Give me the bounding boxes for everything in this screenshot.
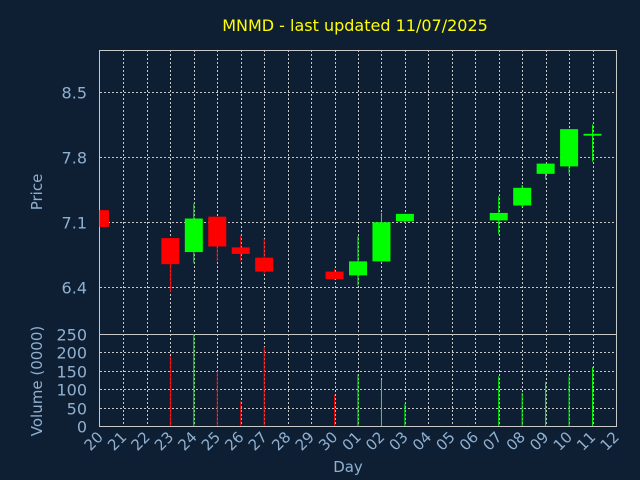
x-tick-label: 10 (550, 428, 576, 454)
candle-body (583, 133, 602, 136)
candle-body (255, 257, 274, 272)
candle-body (325, 271, 344, 280)
candle-body (536, 163, 555, 174)
candle-body (513, 187, 532, 206)
x-tick-labels: 2021222324252627282930010203040506070809… (81, 428, 623, 454)
x-tick-label: 05 (432, 428, 458, 454)
x-tick-label: 06 (456, 428, 482, 454)
candle (255, 239, 274, 274)
volume-tick-label: 0 (77, 418, 87, 437)
candle (231, 235, 250, 262)
volume-tick-label: 250 (56, 326, 87, 345)
price-tick-label: 8.5 (62, 84, 87, 103)
candle-body (208, 216, 227, 247)
volume-tick-label: 50 (67, 400, 87, 419)
candle-body (349, 261, 367, 276)
candle-body (395, 213, 414, 222)
x-tick-label: 01 (339, 428, 365, 454)
candle (583, 124, 602, 162)
candle (395, 213, 414, 223)
volume-tick-label: 100 (56, 381, 87, 400)
x-tick-label: 07 (479, 428, 505, 454)
chart-title: MNMD - last updated 11/07/2025 (222, 16, 488, 35)
candle (513, 185, 532, 208)
candle-body (100, 210, 109, 227)
x-axis-label: Day (333, 458, 363, 476)
x-tick-label: 23 (151, 428, 177, 454)
candle (99, 210, 109, 227)
candle-body (489, 212, 508, 221)
x-tick-label: 26 (221, 428, 247, 454)
x-tick-label: 08 (503, 428, 529, 454)
candle (372, 212, 391, 262)
candle-body (560, 129, 579, 167)
candle-body (184, 218, 203, 253)
volume-tick-label: 150 (56, 363, 87, 382)
x-tick-label: 11 (573, 428, 599, 454)
x-tick-label: 24 (174, 428, 200, 454)
candle (349, 236, 367, 286)
candle (536, 163, 555, 180)
x-tick-label: 22 (128, 428, 154, 454)
x-tick-label: 09 (526, 428, 552, 454)
price-axis-label: Price (28, 174, 46, 211)
candle (161, 238, 180, 293)
candles (99, 124, 602, 293)
price-tick-label: 7.1 (62, 214, 87, 233)
price-tick-label: 6.4 (62, 279, 87, 298)
candle (560, 129, 579, 174)
volume-bars (169, 334, 594, 426)
x-tick-label: 25 (198, 428, 224, 454)
x-tick-label: 02 (362, 428, 388, 454)
x-tick-label: 04 (409, 428, 435, 454)
candle (184, 203, 203, 264)
x-tick-label: 28 (268, 428, 294, 454)
price-grid (100, 50, 616, 334)
price-tick-label: 7.8 (62, 149, 87, 168)
price-tick-labels: 6.4 7.1 7.8 8.5 (62, 84, 87, 298)
volume-tick-label: 200 (56, 344, 87, 363)
x-tick-label: 03 (386, 428, 412, 454)
volume-axis-label: Volume (0000) (28, 326, 46, 436)
candle-body (372, 222, 391, 262)
candle (325, 268, 344, 280)
candle-body (231, 247, 250, 254)
candle-body (161, 238, 180, 265)
x-tick-label: 12 (597, 428, 623, 454)
volume-panel-frame (99, 334, 617, 427)
x-tick-label: 21 (104, 428, 130, 454)
candle (208, 216, 227, 262)
x-tick-label: 29 (292, 428, 318, 454)
x-tick-label: 27 (245, 428, 271, 454)
candle (489, 196, 508, 235)
x-tick-label: 30 (315, 428, 341, 454)
